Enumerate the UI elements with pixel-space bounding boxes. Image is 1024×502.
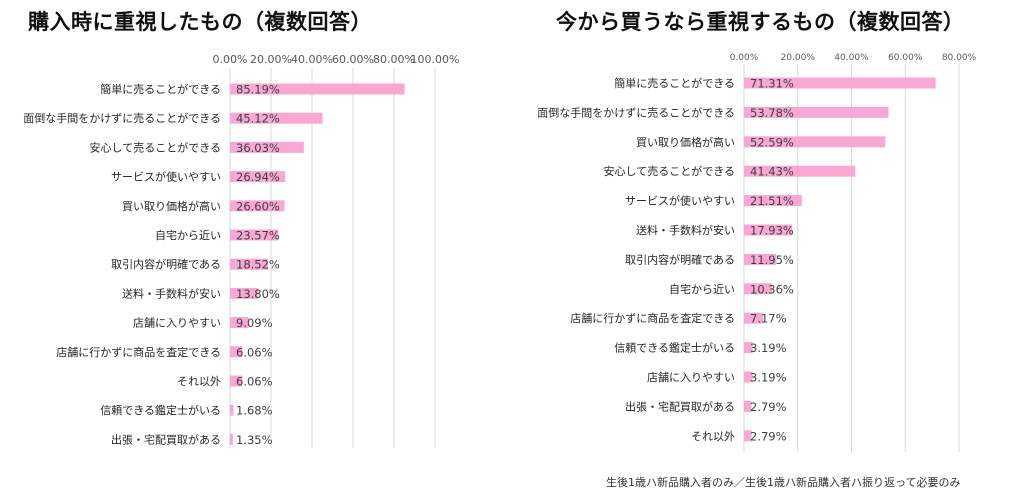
footnote: 生後1歳ハ新品購入者のみ／生後1歳ハ新品購入者ハ振り返って必要のみ [606,476,961,489]
category-label: 出張・宅配買取がある [111,432,221,446]
category-label: 店舗に入りやすい [647,370,735,384]
category-label: 信頼できる鑑定士がいる [100,403,221,417]
x-tick-label: 80.00% [942,53,977,63]
chart-title: 今から買うなら重視するもの（複数回答） [556,10,965,34]
category-label: 自宅から近い [669,282,735,296]
bar [230,200,285,212]
data-label: 71.31% [750,77,794,91]
category-label: 取引内容が明確である [625,252,735,266]
bar [744,400,752,412]
bar [230,141,304,153]
category-label: サービスが使いやすい [625,194,735,208]
bar [230,433,233,445]
data-label: 23.57% [236,229,280,243]
data-label: 2.79% [750,400,787,414]
data-label: 6.06% [236,345,273,359]
chart-title: 購入時に重視したもの（複数回答） [28,10,372,34]
category-label: 店舗に行かずに商品を査定できる [56,345,221,359]
x-tick-label: 20.00% [250,53,292,66]
x-tick-label: 0.00% [730,53,759,63]
data-label: 17.93% [750,224,794,238]
bar [744,224,793,236]
x-tick-label: 60.00% [332,53,374,66]
bar [230,229,279,241]
data-label: 7.17% [750,312,787,326]
data-label: 1.35% [236,433,273,447]
bar [230,375,243,387]
data-label: 26.60% [236,199,280,213]
category-label: 買い取り価格が高い [122,199,221,213]
category-label: 面倒な手間をかけずに売ることができる [23,111,221,125]
bar [744,371,753,383]
data-label: 85.19% [236,83,280,97]
data-label: 10.36% [750,282,794,296]
category-label: 取引内容が明確である [111,257,221,271]
category-label: 店舗に入りやすい [133,316,221,330]
data-label: 11.95% [750,253,794,267]
category-label: 買い取り価格が高い [636,135,735,149]
bar [230,287,259,299]
category-label: 店舗に行かずに商品を査定できる [570,311,735,325]
bar [744,342,753,354]
bar [230,83,405,95]
category-label: サービスが使いやすい [111,170,221,184]
bar [230,171,286,183]
data-label: 52.59% [750,135,794,149]
bar [230,346,243,358]
bar [230,317,249,329]
bar [744,312,764,324]
data-label: 13.80% [236,287,280,301]
bar [744,283,772,295]
x-tick-label: 40.00% [834,53,869,63]
data-label: 3.19% [750,371,787,385]
data-label: 18.52% [236,258,280,272]
category-label: 安心して売ることができる [90,140,221,154]
bar [744,106,889,118]
data-label: 41.43% [750,165,794,179]
bar [744,430,752,442]
data-label: 26.94% [236,170,280,184]
bar-chart-right: 0.00% 20.00% 40.00% 60.00% 80.00% 簡単に売ることができる… [537,53,977,452]
data-label: 45.12% [236,112,280,126]
x-tick-label: 20.00% [781,53,816,63]
category-label: それ以外 [691,430,735,443]
x-tick-label: 100.00% [411,53,460,66]
data-label: 3.19% [750,341,787,355]
x-tick-label: 60.00% [888,53,923,63]
category-label: 送料・手数料が安い [122,286,221,300]
category-label: 安心して売ることができる [604,164,735,178]
category-label: 出張・宅配買取がある [625,399,735,413]
bar [744,136,886,148]
bar-chart-left: 0.00% 20.00% 40.00% 60.00% 80.00%100.00% 簡単に売… [23,53,460,448]
bar [230,404,234,416]
x-tick-label: 80.00% [373,53,415,66]
category-label: 面倒な手間をかけずに売ることができる [537,105,735,119]
data-label: 9.09% [236,316,273,330]
data-label: 21.51% [750,194,794,208]
bar [744,253,777,265]
bar [230,258,268,270]
category-label: 簡単に売ることができる [100,82,221,96]
bar [230,112,323,124]
category-label: それ以外 [177,375,221,388]
category-label: 送料・手数料が安い [636,223,735,237]
bar [744,77,936,89]
category-label: 自宅から近い [155,228,221,242]
x-tick-label: 0.00% [213,53,248,66]
bar [744,195,802,207]
data-label: 2.79% [750,429,787,443]
data-label: 1.68% [236,404,273,418]
bar [744,165,856,177]
data-label: 6.06% [236,375,273,389]
data-label: 36.03% [236,141,280,155]
x-tick-label: 40.00% [291,53,333,66]
category-label: 信頼できる鑑定士がいる [614,341,735,355]
data-label: 53.78% [750,106,794,120]
category-label: 簡単に売ることができる [614,76,735,90]
